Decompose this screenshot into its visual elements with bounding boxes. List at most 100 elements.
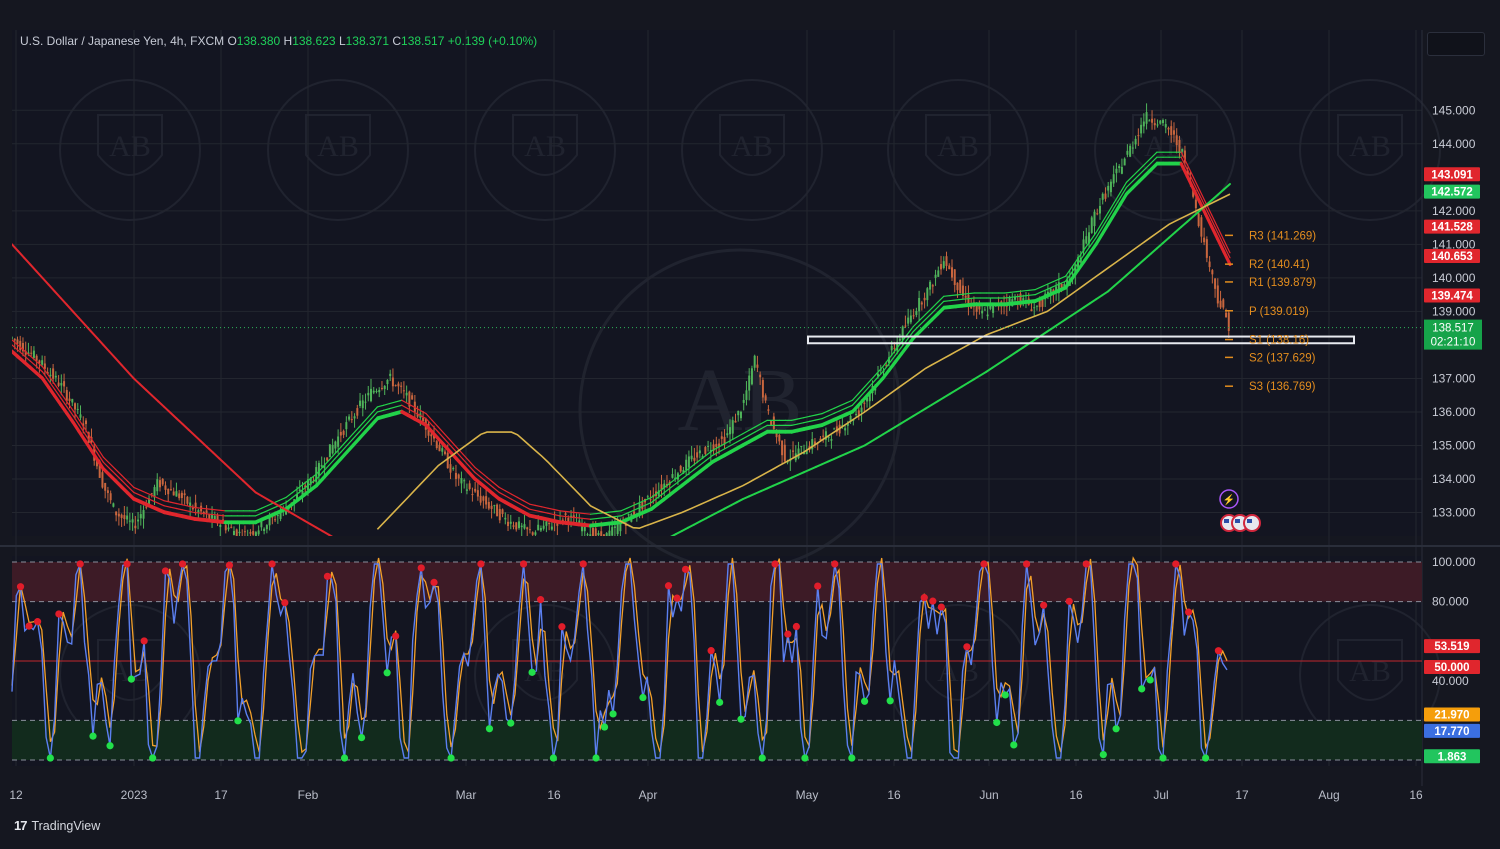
ema-ribbon-line — [717, 448, 726, 453]
ema-ribbon-line — [943, 305, 951, 307]
candle-body — [112, 503, 115, 507]
price-tag: 142.572 — [1424, 184, 1480, 199]
ema-ribbon-line — [1217, 227, 1225, 241]
candle-body — [918, 297, 921, 312]
stoch-trough-dot — [801, 754, 809, 762]
ema-ribbon-line — [200, 512, 208, 515]
candle-body — [309, 477, 312, 485]
candle-body — [520, 525, 523, 528]
ema-ribbon-line — [888, 350, 896, 360]
candle-body — [855, 413, 858, 415]
ema-main-line — [1063, 277, 1074, 290]
ema-ribbon-line — [797, 417, 805, 420]
candle-body — [101, 472, 104, 488]
ema-ribbon-line — [541, 516, 549, 519]
ema-ribbon-line — [1010, 291, 1018, 293]
candle-body — [276, 515, 279, 517]
candle-body — [413, 401, 416, 412]
ema-slow-line — [833, 455, 842, 460]
candle-body — [27, 352, 30, 354]
candle-body — [663, 483, 666, 488]
ema-ribbon-line — [730, 436, 738, 442]
ema-ribbon-line — [967, 302, 975, 305]
stoch-peak-dot — [519, 560, 528, 568]
candle-body — [1194, 199, 1197, 209]
ema-ribbon-line — [78, 424, 86, 435]
candle-body — [857, 410, 860, 416]
ema-slow-line — [242, 480, 251, 488]
candle-body — [509, 521, 512, 524]
ema-ribbon-line — [888, 355, 896, 365]
candle-body — [937, 270, 940, 277]
ema-slow-line — [693, 520, 702, 526]
ema-slow-line — [772, 482, 781, 487]
ema-slow-line — [790, 473, 799, 479]
ema-ribbon-line — [602, 516, 610, 519]
ema-ribbon-line — [12, 339, 19, 346]
candle-body — [704, 447, 707, 454]
oscillator-value-tag-text: 1.863 — [1438, 751, 1467, 763]
ema-ribbon-line — [133, 491, 141, 496]
candle-body — [1035, 305, 1038, 307]
candle-body — [285, 508, 288, 515]
ema-ribbon-line — [596, 522, 604, 525]
ema-ribbon-line — [255, 507, 263, 512]
candle-body — [1008, 297, 1011, 305]
ema-ribbon-line — [455, 451, 464, 460]
ema-ribbon-line — [395, 409, 403, 413]
ema-ribbon-line — [577, 522, 586, 525]
candle-body — [940, 264, 943, 270]
candle-body — [145, 506, 148, 508]
candle-body — [16, 339, 19, 344]
candle-body — [1115, 168, 1118, 174]
candle-body — [909, 315, 912, 323]
ema-ribbon-line — [388, 411, 397, 415]
ema-ribbon-line — [827, 412, 835, 417]
ema-slow-line — [260, 494, 269, 501]
candle-body — [370, 388, 373, 402]
stoch-peak-dot — [161, 567, 170, 575]
candle-body — [589, 534, 592, 536]
ema-ribbon-line — [127, 480, 135, 488]
ema-slow-line — [1052, 322, 1061, 329]
ema-ribbon-line — [644, 501, 653, 506]
stoch-k-line — [11, 562, 1228, 761]
candle-body — [197, 510, 200, 513]
ema-ribbon-line — [608, 520, 616, 523]
oscillator-value-tag: 21.970 — [1424, 707, 1480, 722]
ema-ribbon-line — [967, 292, 975, 295]
candle-body — [1085, 236, 1088, 244]
ema-ribbon-line — [41, 366, 50, 377]
candle-body — [1134, 138, 1137, 145]
candle-body — [115, 511, 118, 516]
candle-body — [279, 512, 282, 519]
ema-ribbon-line — [218, 509, 226, 512]
ema-ribbon-line — [388, 401, 397, 405]
price-scale-settings-button[interactable] — [1427, 32, 1485, 56]
ema-ribbon-line — [1095, 221, 1103, 234]
candle-body — [205, 510, 208, 513]
ema-ribbon-line — [1107, 201, 1115, 214]
candle-body — [211, 513, 214, 519]
candle-body — [515, 522, 518, 530]
candle-body — [142, 510, 145, 519]
stoch-peak-dot — [33, 618, 42, 626]
sma-long-line — [376, 193, 1231, 530]
ema-slow-line — [1064, 314, 1073, 321]
ema-ribbon-line — [1113, 191, 1121, 204]
candle-body — [87, 432, 90, 443]
candle-body — [402, 390, 405, 392]
ema-ribbon-line — [870, 372, 878, 381]
ema-ribbon-line — [382, 402, 391, 406]
candle-body — [19, 340, 22, 350]
ema-ribbon-line — [797, 427, 805, 430]
ema-ribbon-line — [1119, 181, 1128, 194]
ema-ribbon-line — [943, 295, 951, 297]
ema-ribbon-line — [535, 514, 543, 518]
ema-slow-line — [193, 434, 202, 443]
ema-slow-line — [12, 243, 20, 253]
ema-main-line — [1112, 202, 1122, 216]
candle-body — [380, 387, 383, 389]
